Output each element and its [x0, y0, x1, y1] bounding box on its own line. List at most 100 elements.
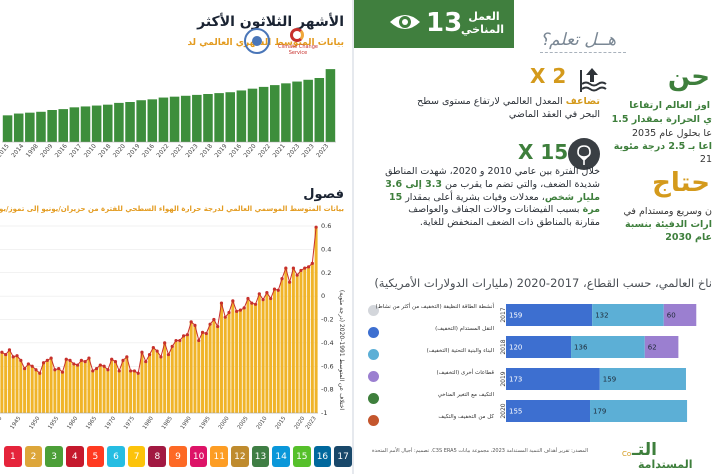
- legend-swatch: [368, 415, 379, 426]
- season-bar: [307, 266, 311, 413]
- season-point: [182, 334, 186, 338]
- season-bar: [174, 340, 178, 413]
- season-bar: [254, 304, 258, 413]
- x-tick-label: 2000: [218, 415, 231, 430]
- legend-label: كل من التخفيف والتكيف: [438, 414, 494, 420]
- month-bar: [214, 93, 224, 142]
- x-tick-label: 2020: [293, 415, 306, 430]
- season-point: [4, 352, 8, 357]
- right-panel: 13 العمل المناخي هــل تعلم؟ X 2 تضاعف ال…: [354, 0, 712, 474]
- y-tick-label: 0.2: [321, 269, 331, 277]
- season-point: [125, 355, 129, 359]
- season-point: [132, 369, 136, 373]
- season-point: [147, 352, 152, 357]
- season-bar: [231, 300, 235, 413]
- season-point: [151, 345, 155, 350]
- season-bar: [91, 370, 95, 413]
- season-bar: [170, 346, 174, 413]
- side-heading-2: حتاج: [652, 168, 710, 198]
- season-point: [204, 331, 208, 336]
- month-bar: [58, 109, 68, 142]
- season-bar: [182, 335, 186, 413]
- season-point: [76, 363, 80, 367]
- season-bar: [166, 354, 170, 413]
- season-point: [136, 371, 140, 375]
- source-note: المصدر: تقرير أهداف التنمية المستدامة 20…: [372, 448, 588, 454]
- season-point: [49, 356, 53, 360]
- season-point: [314, 225, 318, 229]
- season-point: [79, 358, 83, 363]
- month-bar: [292, 81, 302, 142]
- y-tick-label: -0.4: [321, 339, 334, 347]
- season-point: [11, 355, 15, 359]
- season-point: [163, 341, 167, 345]
- side-line-d: اعا بـ 2.5 درجة مئوية: [613, 141, 712, 152]
- season-bar: [60, 372, 64, 413]
- season-bar: [185, 334, 189, 413]
- chart1-title: الأشهر الثلاثون الأكثر: [197, 14, 344, 30]
- sdg-goal-tile: 16: [313, 446, 332, 467]
- season-bar: [30, 366, 34, 413]
- month-tick-label: 1998: [25, 143, 40, 159]
- x-tick-label: 2023: [305, 415, 318, 430]
- sdg-goal-tile: 4: [65, 446, 84, 467]
- season-bar: [125, 356, 129, 413]
- x-tick-label: 2015: [275, 415, 288, 430]
- season-point: [208, 322, 212, 326]
- season-point: [23, 366, 27, 371]
- season-point: [246, 296, 250, 301]
- season-bar: [23, 368, 27, 413]
- x-tick-label: 1990: [180, 415, 193, 430]
- season-bar: [121, 360, 125, 413]
- season-bar: [144, 361, 148, 413]
- season-point: [140, 350, 144, 354]
- season-bar: [227, 312, 231, 413]
- season-point: [57, 366, 61, 371]
- season-bar: [95, 368, 99, 413]
- sdg-goal-tile: 3: [45, 446, 63, 467]
- month-bar: [69, 107, 80, 142]
- season-point: [94, 366, 99, 371]
- month-tick-label: 2020: [242, 143, 257, 159]
- season-bar: [223, 317, 227, 413]
- season-point: [291, 266, 295, 270]
- season-point: [30, 364, 34, 368]
- season-bar: [72, 363, 76, 413]
- season-bar: [246, 298, 250, 413]
- season-point: [299, 268, 303, 273]
- season-point: [19, 358, 23, 363]
- month-tick-label: 2016: [54, 143, 69, 159]
- y-tick-label: 0.4: [321, 245, 331, 253]
- season-bar: [42, 362, 46, 413]
- x-tick-label: 1945: [10, 415, 23, 430]
- x-tick-label: 1995: [199, 415, 212, 430]
- side-line-b: ي الحرارة بمقدار 1.5: [611, 114, 712, 125]
- tree-icon: [568, 138, 600, 170]
- legend-item: التكيف مع التغير المناخي: [364, 390, 494, 410]
- season-point: [159, 355, 163, 359]
- month-bar: [303, 79, 313, 142]
- season-bar: [38, 373, 42, 413]
- season-point: [0, 350, 4, 354]
- season-bar: [98, 365, 102, 413]
- season-point: [45, 358, 49, 363]
- month-bar: [258, 86, 269, 142]
- sdg-goal-tile: 17: [334, 446, 352, 467]
- season-bar: [238, 310, 242, 413]
- month-bar: [91, 105, 102, 142]
- month-bar: [13, 113, 24, 142]
- season-bar: [276, 290, 280, 413]
- season-point: [280, 276, 284, 281]
- month-tick-label: 2022: [257, 143, 272, 159]
- season-point: [26, 362, 30, 366]
- month-tick-label: 2020: [112, 143, 127, 159]
- season-point: [219, 301, 224, 305]
- sdg-goal-tile: 6: [107, 446, 125, 467]
- season-point: [272, 287, 277, 291]
- season-point: [102, 364, 106, 368]
- season-bar: [272, 289, 276, 413]
- y-axis-label: اختلاف عن المتوسط 1991-2020 (درجة مئوية): [338, 290, 345, 411]
- side-line-f: ن وسريع ومستدام في: [623, 206, 712, 217]
- season-point: [288, 280, 292, 284]
- stack-segment: [663, 304, 697, 326]
